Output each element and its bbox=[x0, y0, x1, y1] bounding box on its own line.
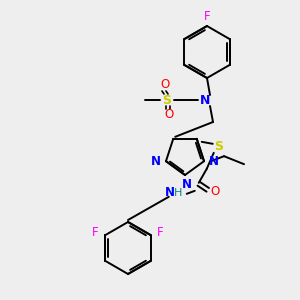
Text: N: N bbox=[200, 94, 210, 106]
Text: F: F bbox=[157, 226, 164, 238]
Text: N: N bbox=[151, 155, 161, 168]
Text: F: F bbox=[204, 11, 210, 23]
Text: O: O bbox=[210, 185, 219, 198]
Text: O: O bbox=[160, 79, 169, 92]
Text: N: N bbox=[209, 155, 219, 168]
Text: H: H bbox=[173, 188, 182, 198]
Text: S: S bbox=[163, 94, 172, 106]
Text: F: F bbox=[92, 226, 99, 238]
Text: N: N bbox=[165, 186, 175, 199]
Text: N: N bbox=[182, 178, 192, 191]
Text: S: S bbox=[214, 140, 223, 153]
Text: O: O bbox=[164, 109, 174, 122]
